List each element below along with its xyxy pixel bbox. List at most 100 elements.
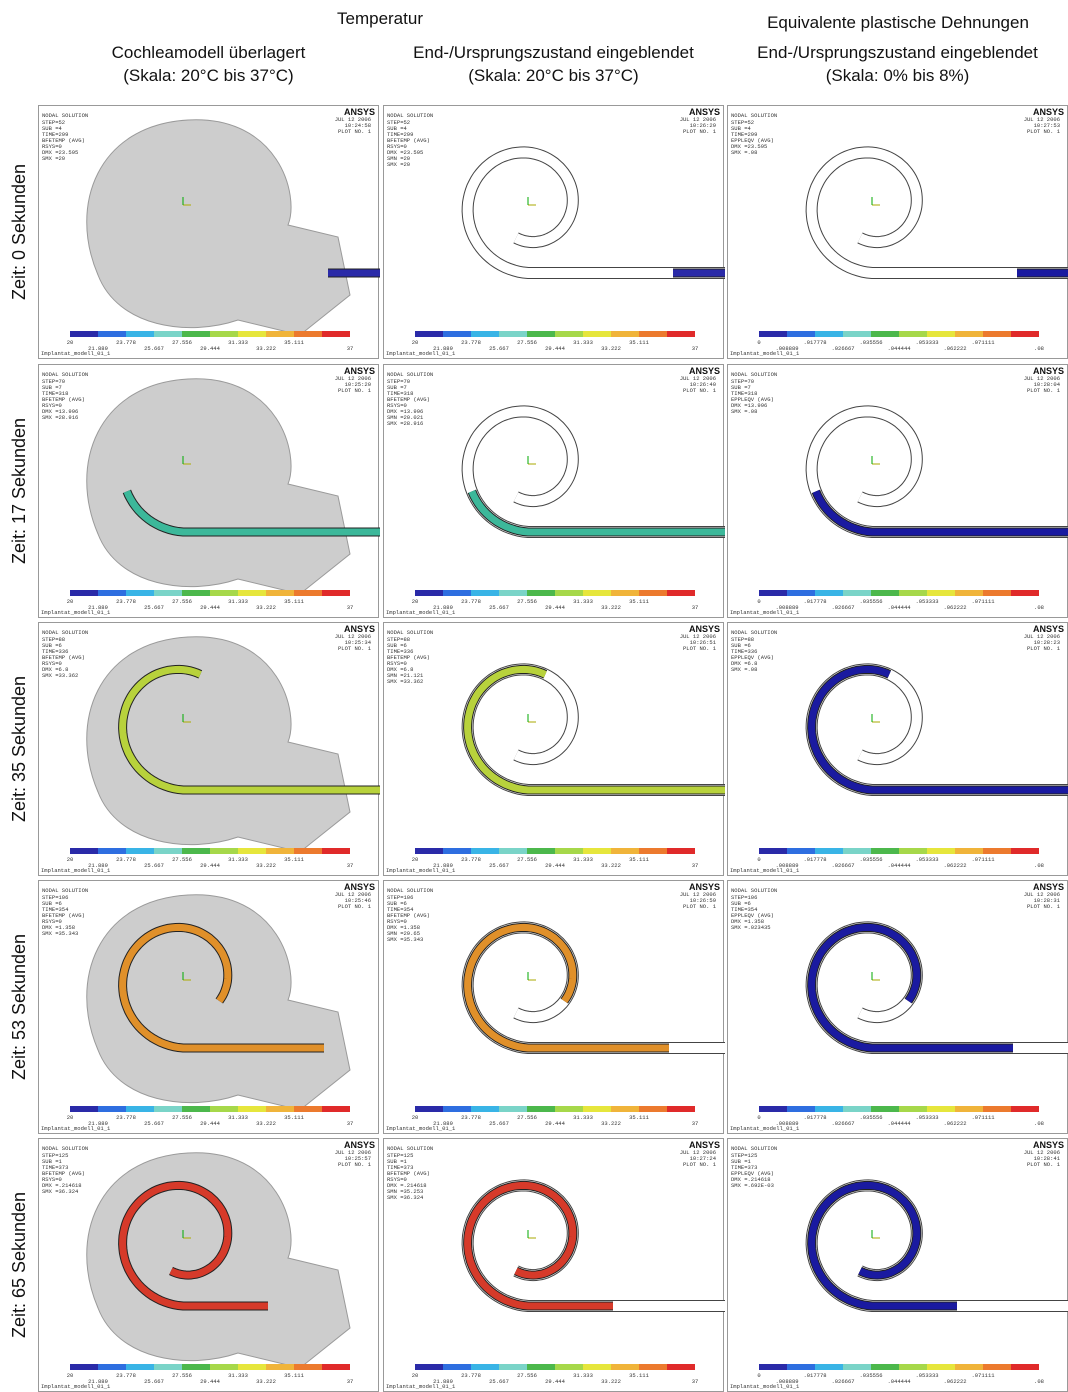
colorbar-segment <box>983 848 1011 854</box>
group-title: Temperatur <box>337 9 423 28</box>
colorbar-label: 20 <box>412 1114 419 1121</box>
colorbar-segment <box>98 590 126 596</box>
colorbar-segment <box>611 1106 639 1112</box>
colorbar-label: .062222 <box>943 862 966 869</box>
colorbar-segment <box>266 590 294 596</box>
colorbar-segment <box>98 848 126 854</box>
colorbar-segment <box>70 331 98 337</box>
colorbar-segment <box>787 590 815 596</box>
colorbar-segment <box>843 590 871 596</box>
colorbar-label: 27.556 <box>517 598 537 605</box>
colorbar-label: 35.111 <box>284 856 305 863</box>
panel-plot: PLOT NO. 1 <box>1027 128 1061 135</box>
colorbar-segment <box>759 1106 787 1112</box>
colorbar-segment <box>98 1106 126 1112</box>
colorbar-segment <box>787 848 815 854</box>
row-label: Zeit: 53 Sekunden <box>9 934 29 1080</box>
panel: NODAL SOLUTIONSTEP=88SUB =6TIME=336BFETE… <box>384 623 726 876</box>
logo: ANSYS <box>689 882 720 892</box>
colorbar-label: 33.222 <box>601 604 621 611</box>
colorbar-segment <box>154 1364 182 1370</box>
colorbar-segment <box>415 590 443 596</box>
panel-plot: PLOT NO. 1 <box>1027 645 1061 652</box>
colorbar-segment <box>294 331 322 337</box>
colorbar-segment <box>182 1106 210 1112</box>
colorbar-label: .044444 <box>887 1120 911 1127</box>
colorbar-segment <box>499 331 527 337</box>
figure: TemperaturEquivalente plastische Dehnung… <box>0 0 1068 1392</box>
panel-info: SMX =.023435 <box>731 924 771 931</box>
colorbar-segment <box>787 331 815 337</box>
colorbar-segment <box>238 1364 266 1370</box>
model-name: Implantat_modell_01_1 <box>730 609 800 616</box>
colorbar-segment <box>815 1106 843 1112</box>
colorbar-segment <box>983 1106 1011 1112</box>
colorbar-label: 27.556 <box>172 1114 192 1121</box>
colorbar-label: .053333 <box>915 856 938 863</box>
colorbar-label: 23.778 <box>116 1114 136 1121</box>
colorbar-label: 25.667 <box>489 604 509 611</box>
colorbar-label: 35.111 <box>629 339 650 346</box>
page: TemperaturEquivalente plastische Dehnung… <box>0 0 1068 1392</box>
colorbar-segment <box>70 1364 98 1370</box>
colorbar-segment <box>471 1364 499 1370</box>
colorbar-segment <box>238 590 266 596</box>
colorbar-label: 29.444 <box>545 604 566 611</box>
colorbar-label: 27.556 <box>517 1114 537 1121</box>
colorbar-label: .062222 <box>943 604 966 611</box>
panel: NODAL SOLUTIONSTEP=125SUB =1TIME=373BFET… <box>384 1139 726 1392</box>
colorbar-segment <box>443 590 471 596</box>
colorbar-segment <box>210 331 238 337</box>
colorbar-label: 31.333 <box>573 1114 593 1121</box>
colorbar-segment <box>899 331 927 337</box>
colorbar-label: .062222 <box>943 1120 966 1127</box>
colorbar-segment <box>322 1364 350 1370</box>
colorbar-segment <box>899 1364 927 1370</box>
panel-title: NODAL SOLUTION <box>731 887 777 894</box>
panel-plot: PLOT NO. 1 <box>683 903 717 910</box>
colorbar-segment <box>639 848 667 854</box>
panel: NODAL SOLUTIONSTEP=88SUB =6TIME=336BFETE… <box>39 623 381 876</box>
colorbar-label: .08 <box>1034 604 1044 611</box>
colorbar-segment <box>294 848 322 854</box>
colorbar-segment <box>499 590 527 596</box>
panel-title: NODAL SOLUTION <box>42 112 88 119</box>
colorbar-label: 33.222 <box>601 1120 621 1127</box>
panel-title: NODAL SOLUTION <box>387 112 433 119</box>
logo: ANSYS <box>344 107 375 117</box>
row-label: Zeit: 35 Sekunden <box>9 676 29 822</box>
colorbar-label: .053333 <box>915 1114 938 1121</box>
colorbar-segment <box>154 590 182 596</box>
colorbar-segment <box>266 1106 294 1112</box>
colorbar-label: .035556 <box>859 598 882 605</box>
colorbar-segment <box>759 848 787 854</box>
model-name: Implantat_modell_01_1 <box>386 1383 456 1390</box>
colorbar-label: .053333 <box>915 1372 938 1379</box>
colorbar-segment <box>983 590 1011 596</box>
colorbar-label: 27.556 <box>172 1372 192 1379</box>
model-name: Implantat_modell_01_1 <box>386 867 456 874</box>
logo: ANSYS <box>344 1140 375 1150</box>
colorbar-segment <box>955 1106 983 1112</box>
colorbar-label: .026667 <box>831 1120 854 1127</box>
colorbar-segment <box>927 590 955 596</box>
colorbar-segment <box>126 590 154 596</box>
colorbar-label: .026667 <box>831 1378 854 1385</box>
column-title: End-/Ursprungszustand eingeblendet <box>413 43 694 62</box>
logo: ANSYS <box>1033 624 1064 634</box>
colorbar-segment <box>871 848 899 854</box>
colorbar-label: 20 <box>67 856 74 863</box>
colorbar-label: 37 <box>347 1120 354 1127</box>
model-name: Implantat_modell_01_1 <box>386 609 456 616</box>
panel-info: SMX =35.343 <box>42 930 78 937</box>
colorbar-segment <box>294 1364 322 1370</box>
colorbar-segment <box>98 331 126 337</box>
model-name: Implantat_modell_01_1 <box>41 609 111 616</box>
colorbar-label: 29.444 <box>200 345 221 352</box>
panel-plot: PLOT NO. 1 <box>338 903 372 910</box>
colorbar-label: 29.444 <box>200 862 221 869</box>
colorbar-label: 25.667 <box>144 604 164 611</box>
panel-info: SMX =.08 <box>731 666 757 673</box>
colorbar-segment <box>639 331 667 337</box>
colorbar-segment <box>871 331 899 337</box>
